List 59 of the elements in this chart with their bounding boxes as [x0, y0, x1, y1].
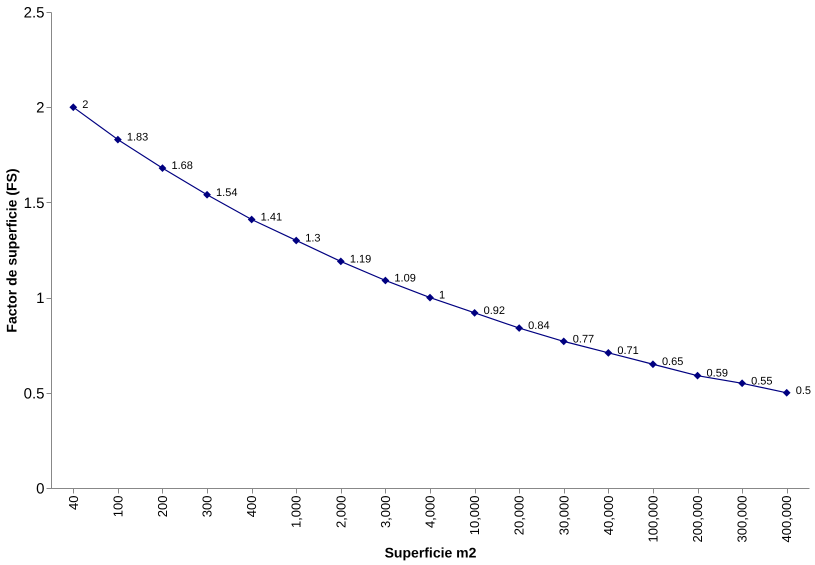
point [336, 258, 345, 266]
y-tick-label: 1.5 [24, 194, 44, 212]
data-label: 0.59 [706, 368, 728, 380]
point [248, 216, 256, 224]
y-tick-label: 2.5 [24, 4, 44, 22]
data-label: 0.92 [484, 304, 506, 317]
data-label: 0.71 [617, 344, 639, 357]
point [292, 236, 300, 244]
point [69, 103, 78, 112]
y-tick-label: 2 [36, 100, 44, 117]
point [203, 190, 211, 199]
y-axis-title: Factor de superficie (FS) [4, 168, 20, 333]
point [470, 308, 478, 317]
data-label: 1.54 [216, 186, 238, 199]
x-tick-label: 100 [110, 496, 126, 518]
x-tick-label: 4,000 [422, 496, 438, 528]
point [515, 324, 524, 332]
x-tick-label: 30,000 [556, 496, 572, 536]
y-tick-label: 0.5 [24, 385, 44, 402]
x-tick-label: 20,000 [512, 496, 527, 536]
x-tick-label: 100,000 [645, 496, 660, 542]
x-tick-label: 1,000 [288, 496, 304, 528]
point [560, 338, 568, 346]
point [158, 164, 166, 172]
point [738, 379, 746, 388]
x-tick-label: 2,000 [333, 496, 348, 528]
data-label: 1.41 [260, 212, 282, 224]
point [382, 276, 390, 284]
point [114, 136, 122, 144]
x-tick-label: 400 [244, 496, 260, 518]
point [649, 360, 657, 368]
x-axis-title: Superficie m2 [384, 544, 477, 560]
data-label: 2 [82, 99, 88, 112]
point [782, 388, 791, 397]
data-label: 1.83 [126, 132, 148, 144]
point [694, 372, 702, 380]
data-label: 1.3 [305, 232, 321, 244]
point [604, 348, 612, 357]
x-tick-label: 200,000 [690, 496, 706, 542]
data-label: 0.55 [751, 375, 773, 388]
y-tick-label: 0 [36, 480, 44, 498]
data-label: 0.5 [796, 384, 812, 397]
data-label: 1.09 [394, 272, 416, 284]
x-tick-label: 3,000 [378, 496, 393, 528]
x-tick-label: 40,000 [600, 496, 616, 536]
data-label: 1.68 [171, 160, 193, 172]
point [426, 294, 434, 302]
x-tick-label: 300,000 [734, 496, 750, 542]
data-label: 0.65 [662, 356, 684, 368]
data-label: 0.84 [528, 320, 550, 332]
data-label: 1 [439, 290, 446, 302]
data-label: 1.19 [350, 253, 372, 266]
data-label: 0.77 [572, 333, 594, 346]
y-tick-label: 1 [36, 290, 44, 308]
x-tick-label: 10,000 [467, 496, 482, 536]
x-tick-label: 200 [154, 496, 170, 518]
x-tick-label: 300 [200, 496, 215, 518]
x-tick-label: 400,000 [779, 496, 794, 542]
x-tick-label: 40 [66, 496, 81, 510]
